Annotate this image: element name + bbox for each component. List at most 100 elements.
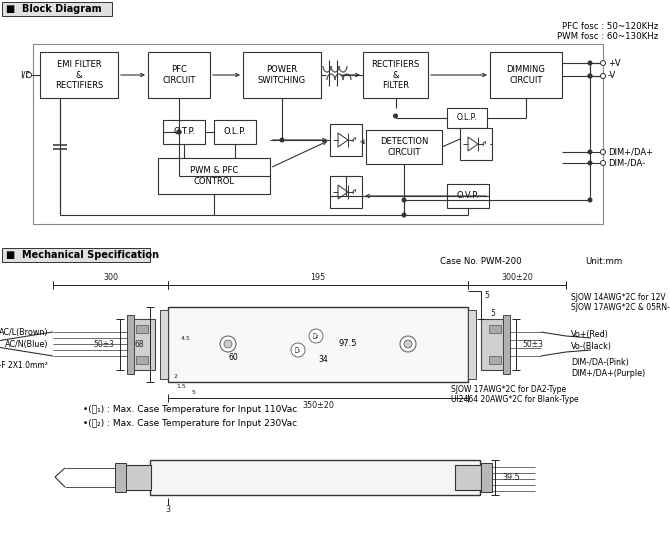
Text: 50±3: 50±3: [93, 340, 114, 349]
Bar: [150, 460, 480, 495]
Text: Vo-(Black): Vo-(Black): [571, 342, 612, 350]
Circle shape: [600, 149, 606, 155]
Bar: [133, 319, 155, 370]
Text: 300: 300: [103, 274, 118, 282]
Text: •(ⓣ₁) : Max. Case Temperature for Input 110Vac: •(ⓣ₁) : Max. Case Temperature for Input …: [80, 406, 297, 414]
Circle shape: [588, 198, 592, 202]
Bar: [125, 465, 151, 490]
Text: 350±20: 350±20: [302, 401, 334, 409]
Bar: [136, 325, 148, 333]
Text: EMI FILTER
&
RECTIFIERS: EMI FILTER & RECTIFIERS: [55, 60, 103, 90]
Text: ⓣ₂: ⓣ₂: [313, 333, 319, 339]
Circle shape: [309, 329, 323, 343]
Bar: [468, 310, 476, 379]
Circle shape: [220, 336, 236, 352]
Bar: [363, 52, 428, 98]
Text: 3: 3: [165, 506, 170, 515]
Bar: [33, 44, 603, 224]
Circle shape: [588, 150, 592, 154]
Text: SJOW 17AWGX2C&H05RN-F 2X1.0mm²: SJOW 17AWGX2C&H05RN-F 2X1.0mm²: [0, 362, 48, 370]
Circle shape: [588, 74, 592, 78]
Text: UI2464 20AWG*2C for Blank-Type: UI2464 20AWG*2C for Blank-Type: [451, 395, 579, 405]
Text: AC/N(Blue): AC/N(Blue): [5, 339, 48, 349]
Text: -V: -V: [608, 72, 616, 80]
Bar: [447, 108, 487, 128]
Bar: [366, 130, 442, 164]
Text: RECTIFIERS
&
FILTER: RECTIFIERS & FILTER: [371, 60, 419, 90]
Bar: [136, 356, 148, 364]
Text: 1.5: 1.5: [176, 384, 186, 389]
Text: 4.5: 4.5: [181, 337, 191, 342]
Text: DIM-/DA-: DIM-/DA-: [608, 159, 645, 167]
Text: PFC
CIRCUIT: PFC CIRCUIT: [162, 65, 196, 85]
Bar: [214, 120, 256, 144]
Text: DETECTION
CIRCUIT: DETECTION CIRCUIT: [380, 137, 428, 157]
Text: DIMMING
CIRCUIT: DIMMING CIRCUIT: [507, 65, 545, 85]
Bar: [2, 2, 112, 16]
Text: ■  Mechanical Specification: ■ Mechanical Specification: [6, 250, 159, 260]
Circle shape: [404, 340, 412, 348]
Bar: [40, 52, 118, 98]
Bar: [158, 158, 270, 194]
Circle shape: [394, 114, 397, 118]
Text: ■  Block Diagram: ■ Block Diagram: [6, 4, 102, 14]
FancyBboxPatch shape: [204, 311, 432, 378]
Text: 2: 2: [174, 375, 178, 380]
Text: O.L.P.: O.L.P.: [457, 113, 477, 123]
Bar: [2, 248, 150, 262]
Text: 5: 5: [484, 291, 489, 300]
Text: 5: 5: [191, 389, 195, 395]
Text: 39.5: 39.5: [502, 473, 520, 482]
Text: 195: 195: [310, 274, 326, 282]
Text: 60: 60: [228, 353, 238, 363]
Text: •(ⓣ₂) : Max. Case Temperature for Input 230Vac: •(ⓣ₂) : Max. Case Temperature for Input …: [80, 419, 297, 427]
Text: DIM-/DA-(Pink): DIM-/DA-(Pink): [571, 357, 629, 367]
Text: O.V.P.: O.V.P.: [457, 192, 479, 200]
Bar: [489, 325, 501, 333]
Bar: [330, 124, 362, 156]
Bar: [490, 52, 562, 98]
Bar: [481, 463, 492, 492]
Text: SJOW 17AWG*2C for DA2-Type: SJOW 17AWG*2C for DA2-Type: [451, 386, 566, 395]
Bar: [127, 315, 134, 374]
Bar: [447, 184, 489, 208]
Text: SJOW 17AWG*2C & 05RN-F2*1.0mm², for 24V/36V/48V: SJOW 17AWG*2C & 05RN-F2*1.0mm², for 24V/…: [571, 302, 670, 312]
Bar: [148, 52, 210, 98]
Text: O.T.P.: O.T.P.: [173, 128, 195, 136]
Circle shape: [400, 336, 416, 352]
Text: 34: 34: [318, 355, 328, 363]
Circle shape: [177, 130, 181, 134]
Bar: [330, 176, 362, 208]
Text: O.L.P.: O.L.P.: [224, 128, 247, 136]
Bar: [243, 52, 321, 98]
Circle shape: [27, 73, 31, 78]
Text: Case No. PWM-200: Case No. PWM-200: [440, 257, 522, 267]
Text: 300±20: 300±20: [501, 274, 533, 282]
Bar: [160, 310, 168, 379]
Text: 5: 5: [490, 308, 495, 318]
Bar: [168, 307, 468, 382]
Bar: [489, 356, 501, 364]
Bar: [115, 463, 126, 492]
Circle shape: [224, 340, 232, 348]
Text: AC/L(Brown): AC/L(Brown): [0, 327, 48, 337]
Bar: [503, 315, 510, 374]
Circle shape: [291, 343, 305, 357]
Text: POWER
SWITCHING: POWER SWITCHING: [258, 65, 306, 85]
Text: 50±3: 50±3: [522, 340, 543, 349]
Bar: [455, 465, 481, 490]
Text: 68: 68: [135, 340, 144, 349]
Text: PFC fosc : 50~120KHz
PWM fosc : 60~130KHz: PFC fosc : 50~120KHz PWM fosc : 60~130KH…: [557, 22, 658, 41]
Text: DIM+/DA+: DIM+/DA+: [608, 148, 653, 156]
Bar: [460, 128, 492, 160]
Circle shape: [600, 73, 606, 79]
Circle shape: [600, 161, 606, 166]
Text: +V: +V: [608, 59, 620, 67]
Bar: [481, 319, 503, 370]
Text: I/P: I/P: [20, 71, 31, 79]
Circle shape: [588, 74, 592, 78]
Circle shape: [402, 198, 406, 202]
Circle shape: [280, 138, 284, 142]
Circle shape: [402, 213, 406, 217]
Text: ⓣ₁: ⓣ₁: [295, 347, 301, 353]
